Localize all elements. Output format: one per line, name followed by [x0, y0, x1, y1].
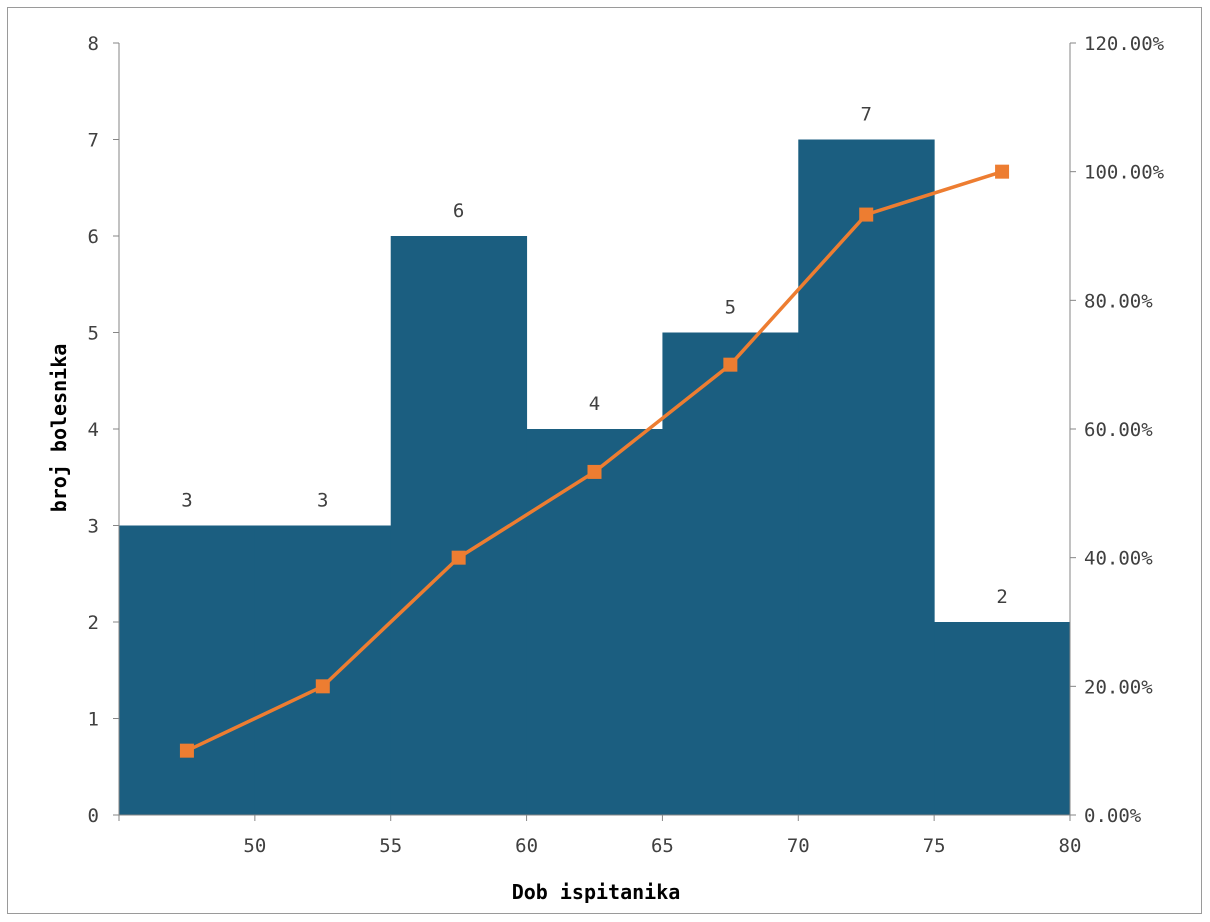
histogram-bar	[934, 622, 1071, 815]
bars-group	[119, 139, 1071, 815]
y-tick-label: 7	[88, 130, 99, 152]
bar-data-label: 2	[996, 586, 1007, 608]
y-tick-label: 3	[88, 516, 99, 538]
histogram-bar	[254, 525, 392, 815]
y2-tick-label: 40.00%	[1084, 548, 1153, 570]
bar-data-label: 5	[725, 297, 736, 319]
cumulative-point	[859, 207, 874, 222]
x-axis-title: Dob ispitanika	[512, 880, 681, 904]
y2-tick-label: 0.00%	[1084, 805, 1142, 827]
y2-tick-label: 100.00%	[1084, 162, 1165, 184]
y-tick-label: 5	[88, 323, 99, 345]
bar-data-label: 7	[860, 104, 871, 126]
cumulative-point	[587, 464, 602, 479]
histogram-bar	[662, 332, 799, 815]
y-axis-title: broj bolesnika	[47, 344, 71, 513]
y-tick-label: 1	[88, 709, 99, 731]
cumulative-line-group	[179, 164, 1010, 758]
x-tick-label: 80	[1059, 835, 1082, 857]
axes-group: 0123456780.00%20.00%40.00%60.00%80.00%10…	[88, 33, 1165, 857]
x-tick-label: 60	[515, 835, 538, 857]
histogram-bar	[119, 525, 256, 815]
y-tick-label: 8	[88, 33, 99, 55]
bar-data-label: 4	[589, 393, 600, 415]
y2-tick-label: 60.00%	[1084, 419, 1153, 441]
y2-tick-label: 20.00%	[1084, 676, 1153, 698]
cumulative-point	[995, 164, 1010, 179]
cumulative-point	[451, 550, 466, 565]
y-tick-label: 4	[88, 419, 99, 441]
data-labels-group: 3 3 6 4 5 7 2	[181, 104, 1008, 609]
y2-tick-label: 120.00%	[1084, 33, 1165, 55]
y2-tick-label: 80.00%	[1084, 290, 1153, 312]
y-tick-label: 6	[88, 226, 99, 248]
histogram-bar	[526, 429, 663, 815]
x-tick-label: 75	[923, 835, 946, 857]
y-tick-label: 0	[88, 805, 99, 827]
cumulative-point	[315, 679, 330, 694]
cumulative-point	[179, 743, 194, 758]
y-tick-label: 2	[88, 612, 99, 634]
histogram-bar	[390, 236, 528, 815]
x-tick-label: 65	[651, 835, 674, 857]
x-tick-label: 50	[243, 835, 266, 857]
bar-data-label: 6	[453, 200, 464, 222]
histogram-bar	[798, 139, 935, 815]
x-tick-label: 55	[379, 835, 402, 857]
x-tick-label: 70	[787, 835, 810, 857]
bar-data-label: 3	[181, 490, 192, 512]
bar-data-label: 3	[317, 490, 328, 512]
cumulative-point	[723, 357, 738, 372]
